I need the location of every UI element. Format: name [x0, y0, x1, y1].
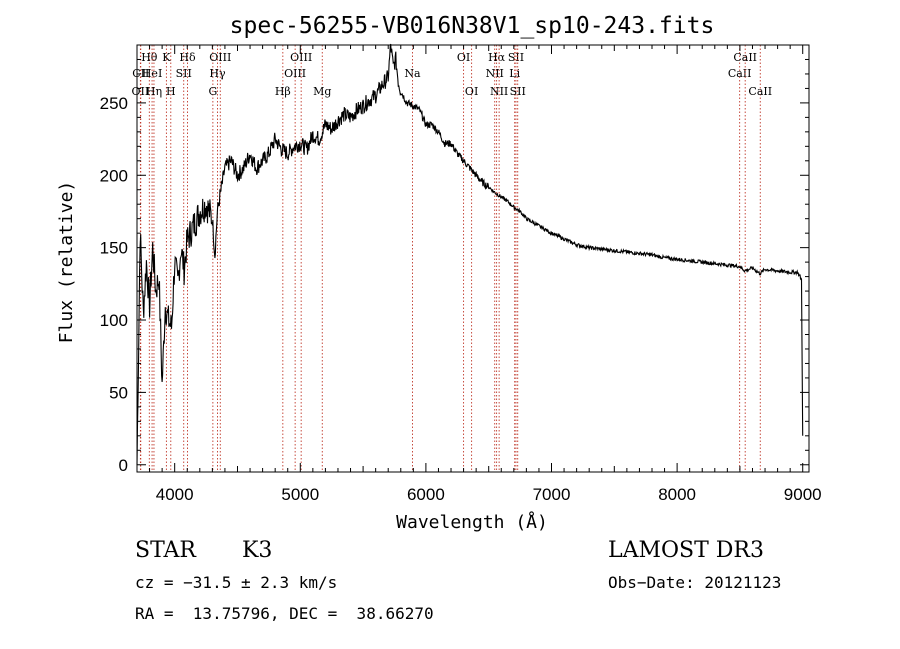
x-tick-label: 6000	[407, 485, 445, 504]
marker-label: OIII	[209, 51, 231, 64]
marker-label: K	[162, 51, 171, 64]
x-tick-label: 5000	[281, 485, 319, 504]
y-tick-label: 100	[100, 311, 128, 330]
marker-label: Hη	[146, 85, 162, 98]
marker-label: H	[166, 85, 176, 98]
marker-label: Hβ	[275, 85, 291, 98]
x-tick-label: 7000	[533, 485, 571, 504]
marker-label: G	[208, 85, 217, 98]
marker-label: Hθ	[141, 51, 158, 64]
marker-label: CaII	[748, 85, 772, 98]
y-axis: 0 50 100 150 200 250	[100, 58, 809, 475]
object-class: STAR	[135, 538, 196, 563]
marker-label: OI	[457, 51, 470, 64]
y-tick-label: 150	[100, 239, 128, 258]
coordinates: RA = 13.75796, DEC = 38.66270	[135, 604, 434, 623]
x-axis-label: Wavelength (Å)	[396, 511, 548, 533]
marker-label: OIII	[290, 51, 312, 64]
plot-frame	[136, 44, 810, 473]
x-tick-label: 4000	[156, 485, 194, 504]
y-axis-label: Flux (relative)	[56, 181, 77, 344]
y-tick-label: 50	[109, 383, 128, 402]
y-tick-label: 250	[100, 94, 128, 113]
marker-label: OI	[465, 85, 478, 98]
chart-title: spec-56255-VB016N38V1_sp10-243.fits	[230, 13, 715, 39]
marker-label: CaII	[733, 51, 757, 64]
marker-label: Hα	[488, 51, 506, 64]
spectrum-line	[136, 43, 804, 466]
object-subclass: K3	[242, 538, 273, 563]
marker-label: OII	[132, 85, 150, 98]
marker-label: NII	[490, 85, 508, 98]
marker-label: CaII	[728, 67, 752, 80]
marker-label: HeI	[142, 67, 162, 80]
marker-label: Na	[404, 67, 421, 80]
marker-label: OIII	[284, 67, 306, 80]
marker-label: NII	[486, 67, 504, 80]
survey-name: LAMOST DR3	[608, 538, 764, 563]
marker-label: Li	[509, 67, 520, 80]
spectrum-series	[136, 43, 804, 466]
marker-label: SII	[176, 67, 192, 80]
marker-label: SII	[510, 85, 526, 98]
redshift-text: cz = −31.5 ± 2.3 km/s	[135, 573, 338, 592]
line-markers: CIIHθOIIHeIHηKHSIIHδGHγOIIIHβOIIIOIIIMgN…	[132, 45, 772, 472]
y-tick-label: 0	[119, 456, 128, 475]
x-tick-label: 9000	[784, 485, 822, 504]
marker-label: Hγ	[209, 67, 226, 80]
marker-label: Hδ	[179, 51, 196, 64]
x-axis: 4000 5000 6000 7000 8000 9000	[136, 45, 822, 504]
x-tick-label: 8000	[658, 485, 696, 504]
marker-label: SII	[508, 51, 524, 64]
obs-date: Obs−Date: 20121123	[608, 573, 782, 592]
y-tick-label: 200	[100, 166, 128, 185]
marker-label: Mg	[313, 85, 331, 98]
